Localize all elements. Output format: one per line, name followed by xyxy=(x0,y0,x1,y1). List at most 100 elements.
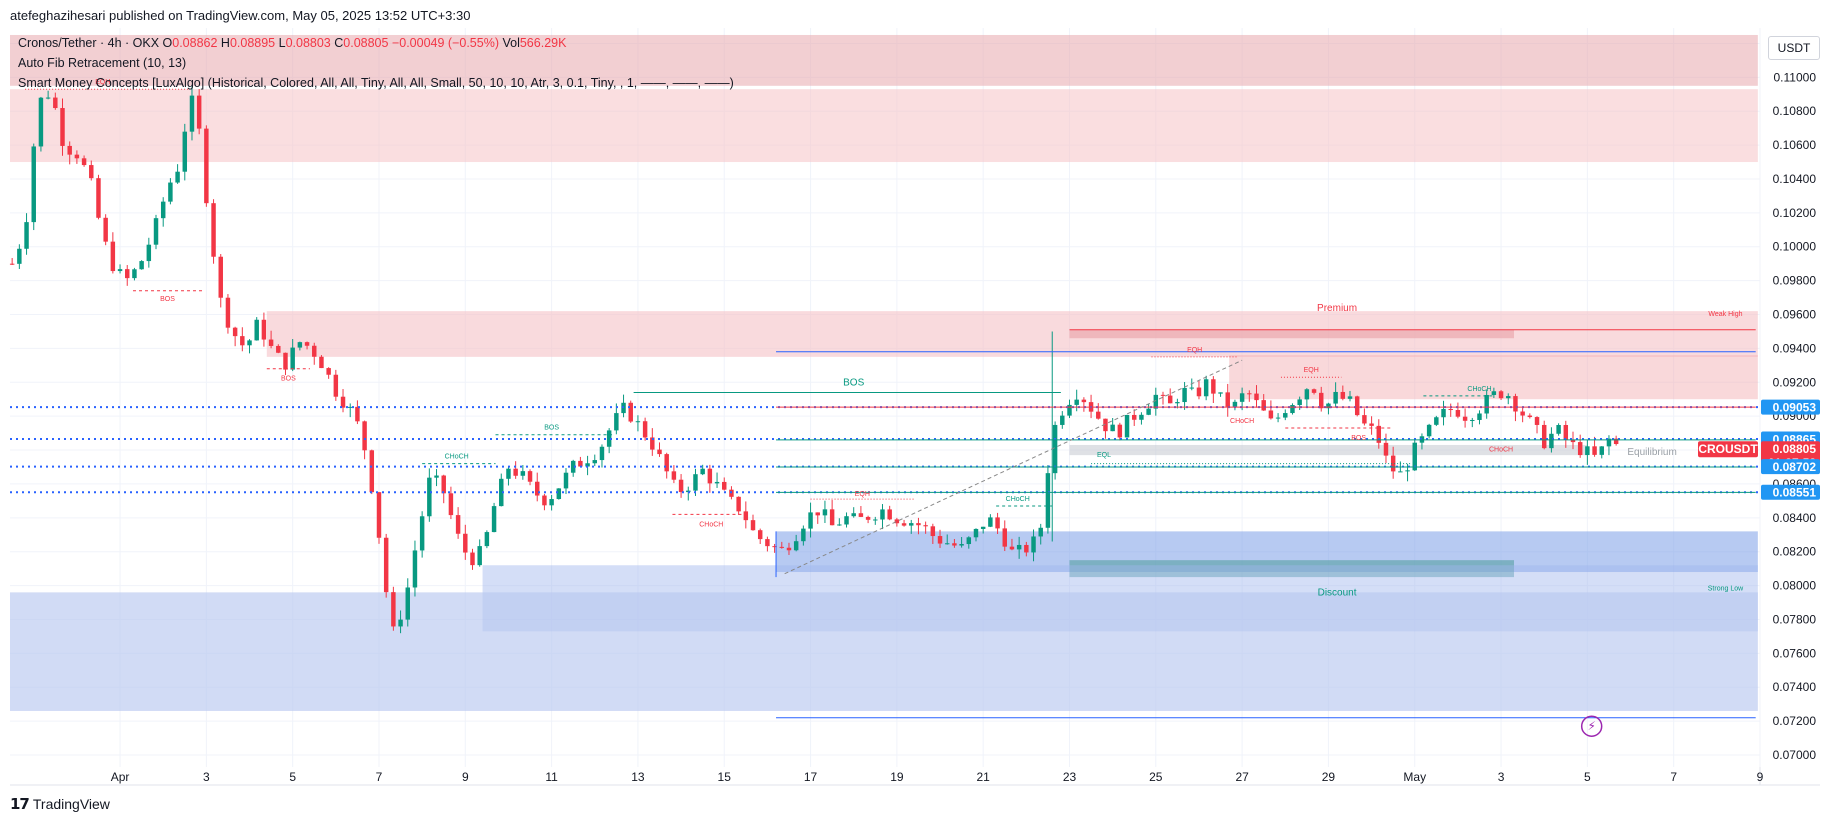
candle-bull xyxy=(139,261,144,270)
label-premium: Premium xyxy=(1317,303,1357,314)
currency-selector[interactable]: USDT xyxy=(1768,36,1820,60)
label-choch: CHoCH xyxy=(1467,386,1491,393)
y-tick-label: 0.09800 xyxy=(1773,274,1817,288)
candle-bull xyxy=(844,516,849,525)
candle-bear xyxy=(937,536,943,544)
publisher-line: atefeghazihesari published on TradingVie… xyxy=(10,8,471,23)
candle-bear xyxy=(196,95,202,129)
y-tick-label: 0.09600 xyxy=(1773,308,1817,322)
candle-bear xyxy=(319,356,324,369)
candle-bear xyxy=(1541,424,1547,449)
x-tick-label: May xyxy=(1403,770,1426,784)
label-strong-low: Strong Low xyxy=(1708,586,1744,593)
candle-bull xyxy=(1203,379,1209,397)
candle-bear xyxy=(642,421,648,438)
candle-bull xyxy=(1304,389,1310,400)
x-tick-label: 7 xyxy=(1670,770,1677,784)
candle-bear xyxy=(722,481,727,490)
candle-bull xyxy=(563,472,569,489)
volume-value: 566.29K xyxy=(519,36,567,50)
candle-bear xyxy=(261,319,267,340)
candle-bull xyxy=(909,523,914,526)
x-tick-label: 15 xyxy=(718,770,732,784)
candle-bear xyxy=(1096,411,1101,419)
candle-bear xyxy=(81,158,87,166)
label-choch: CHoCH xyxy=(699,521,723,528)
candle-bull xyxy=(38,97,44,147)
candle-bear xyxy=(463,533,468,553)
candle-bear xyxy=(211,203,216,257)
candle-bear xyxy=(628,402,633,422)
candle-bull xyxy=(606,430,612,447)
open-value: 0.08862 xyxy=(172,36,218,50)
tradingview-brand[interactable]: 𝟭𝟳 TradingView xyxy=(10,795,110,813)
candle-bear xyxy=(441,475,446,494)
candle-bull xyxy=(132,269,137,279)
legend-row-ohlc: Cronos/Tether · 4h · OKX O0.08862 H0.088… xyxy=(18,36,567,50)
candle-bull xyxy=(427,477,432,517)
candle-bull xyxy=(1060,415,1065,425)
candle-bear xyxy=(1311,389,1317,393)
candle-bull xyxy=(988,517,993,527)
candle-bear xyxy=(232,327,238,337)
candle-bull xyxy=(1506,396,1511,399)
candle-bear xyxy=(1211,379,1216,394)
brand-label: TradingView xyxy=(32,796,110,812)
candle-bull xyxy=(837,524,842,526)
candle-bear xyxy=(650,437,655,450)
candle-bull xyxy=(570,460,576,473)
candle-bear xyxy=(1225,392,1230,407)
tradingview-logo-icon: 𝟭𝟳 xyxy=(10,796,30,813)
candle-bear xyxy=(470,552,475,566)
candle-bear xyxy=(1376,425,1382,443)
candle-bull xyxy=(822,509,828,516)
candle-bull xyxy=(1124,414,1130,438)
candle-bear xyxy=(815,512,820,516)
candle-bull xyxy=(808,512,813,529)
candle-bear xyxy=(1268,410,1274,419)
candle-bull xyxy=(484,532,490,547)
candle-bear xyxy=(96,178,101,218)
lightning-glyph: ⚡ xyxy=(1587,719,1595,733)
y-tick-label: 0.10600 xyxy=(1773,138,1817,152)
candle-bear xyxy=(240,336,245,346)
candle-bull xyxy=(1052,424,1058,474)
candle-bear xyxy=(391,592,396,627)
candle-bear xyxy=(1534,417,1540,425)
candle-bear xyxy=(542,495,547,506)
candle-bear xyxy=(1103,418,1108,432)
candle-bull xyxy=(1074,399,1079,405)
candle-bear xyxy=(865,516,871,520)
candle-bull xyxy=(1606,438,1612,447)
candle-bear xyxy=(535,481,540,496)
supply-zone-upper xyxy=(10,89,1758,163)
candle-bull xyxy=(973,528,979,538)
indicator-fib[interactable]: Auto Fib Retracement (10, 13) xyxy=(18,56,187,70)
candles xyxy=(9,86,1619,634)
candle-bull xyxy=(944,543,950,545)
candle-bear xyxy=(60,108,65,146)
candle-bull xyxy=(1441,409,1446,418)
candle-bull xyxy=(1426,424,1432,437)
candle-bull xyxy=(24,222,29,249)
symbol-name[interactable]: Cronos/Tether · 4h · OKX xyxy=(18,36,160,50)
candle-bear xyxy=(829,509,835,526)
change-value: −0.00049 (−0.55%) xyxy=(391,36,499,50)
label-choch: CHoCH xyxy=(1489,447,1513,454)
candle-bull xyxy=(398,619,403,627)
candle-bear xyxy=(765,539,770,547)
candle-bear xyxy=(225,297,231,328)
x-tick-label: 23 xyxy=(1063,770,1077,784)
y-tick-label: 0.10800 xyxy=(1773,104,1817,118)
candle-bull xyxy=(31,146,36,223)
candle-bull xyxy=(851,513,856,517)
indicator-smc[interactable]: Smart Money Concepts [LuxAlgo] (Historic… xyxy=(18,76,734,90)
candle-bull xyxy=(160,201,166,219)
x-tick-label: 11 xyxy=(545,770,558,784)
x-tick-label: 3 xyxy=(1498,770,1505,784)
label-bos-major: BOS xyxy=(843,378,864,389)
candle-bull xyxy=(347,406,353,408)
candle-bear xyxy=(1354,396,1360,416)
label-discount: Discount xyxy=(1318,588,1357,599)
